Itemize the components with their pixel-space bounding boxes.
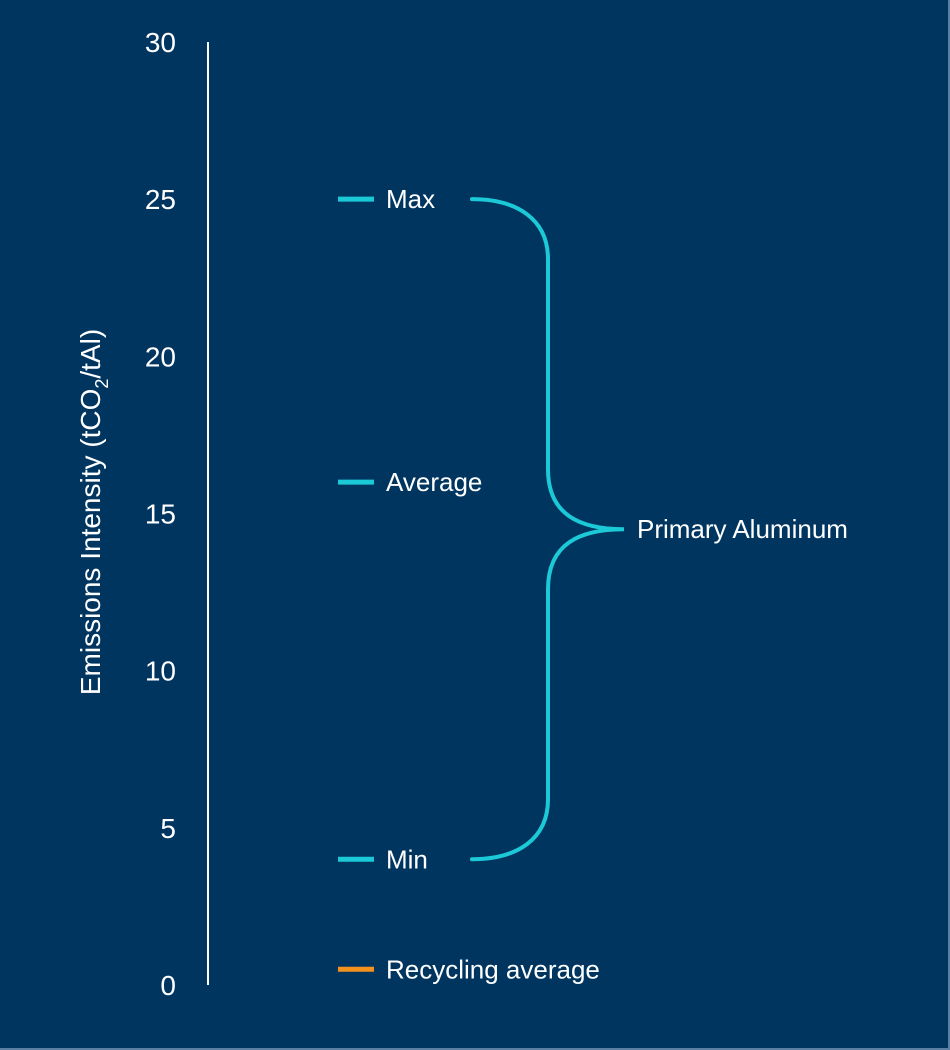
y-tick-label: 15 (145, 499, 176, 530)
y-axis-title: Emissions Intensity (tCO2/tAl) (75, 329, 112, 695)
markers: Max Average Min Recycling average (338, 184, 600, 984)
primary-aluminum-brace: Primary Aluminum (470, 197, 848, 862)
right-edge (948, 0, 950, 1050)
marker-label-max: Max (386, 184, 435, 214)
y-tick-label: 0 (160, 970, 176, 1001)
brace-path (470, 197, 625, 862)
marker-label-recycling-average: Recycling average (386, 954, 600, 984)
y-tick-label: 5 (160, 813, 176, 844)
bottom-edge (0, 1048, 950, 1050)
marker-label-min: Min (386, 844, 428, 874)
brace-label: Primary Aluminum (637, 514, 848, 544)
y-tick-label: 20 (145, 341, 176, 372)
y-tick-label: 25 (145, 184, 176, 215)
y-tick-label: 10 (145, 656, 176, 687)
y-axis: 0 5 10 15 20 25 30 (145, 27, 209, 1001)
y-tick-label: 30 (145, 27, 176, 58)
marker-label-average: Average (386, 467, 482, 497)
